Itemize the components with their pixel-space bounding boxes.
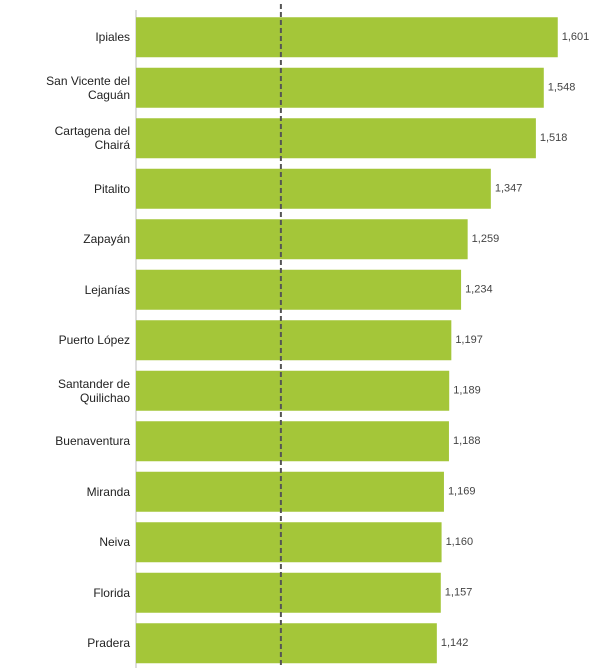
category-label: Zapayán [83,232,130,247]
bar [136,269,462,310]
value-label: 1,518 [540,132,568,144]
bar [136,522,442,563]
value-label: 1,548 [548,82,576,94]
category-label: San Vicente del Caguán [46,73,130,102]
value-label: 1,188 [453,435,481,447]
bar [136,320,452,361]
value-label: 1,189 [453,385,481,397]
category-label: Pitalito [93,181,130,196]
value-label: 1,197 [455,334,483,346]
category-label: Ipiales [95,30,130,45]
bar [136,572,441,613]
bar [136,471,444,512]
category-label: Lejanías [84,282,130,297]
category-label: Buenaventura [55,434,130,449]
value-label: 1,157 [445,587,473,599]
bar [136,219,468,260]
bar [136,67,544,108]
value-label: 1,142 [441,637,469,649]
category-label: Santander de Quilichao [57,376,130,405]
bar [136,118,536,159]
category-label: Puerto López [58,333,130,348]
value-label: 1,160 [446,536,474,548]
bar [136,168,491,209]
bar [136,623,437,664]
category-label: Pradera [87,636,130,651]
category-label: Florida [93,585,130,600]
bar [136,17,558,58]
value-label: 1,234 [465,284,493,296]
category-label: Cartagena del Chairá [54,124,130,153]
value-label: 1,259 [472,233,500,245]
value-label: 1,347 [495,183,523,195]
bar [136,370,450,411]
bar [136,421,449,462]
value-label: 1,601 [562,31,590,43]
value-label: 1,169 [448,486,476,498]
category-label: Miranda [86,484,130,499]
category-label: Neiva [99,535,130,550]
